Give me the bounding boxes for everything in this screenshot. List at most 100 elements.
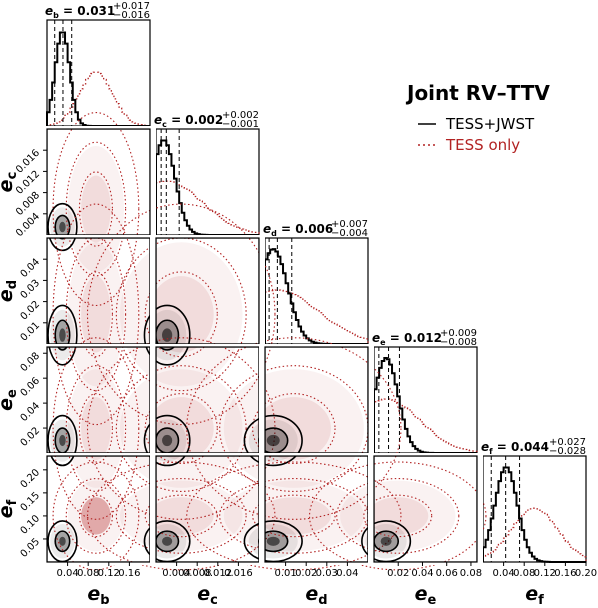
y-axis-label-c: ec bbox=[0, 172, 20, 193]
hist-joint-e bbox=[373, 357, 477, 454]
tess-contour-2 bbox=[65, 365, 127, 492]
ytick-label-e-3: 0.08 bbox=[19, 351, 43, 375]
x-axis-label-f: ef bbox=[525, 583, 544, 608]
hist-panel-e bbox=[373, 346, 478, 454]
tess-density-inner bbox=[256, 497, 331, 535]
tess-contour-3 bbox=[52, 461, 140, 571]
hist-joint-b bbox=[46, 31, 150, 127]
joint-density-core bbox=[266, 536, 280, 546]
tess-density-inner bbox=[367, 497, 429, 535]
hist-joint-c bbox=[155, 139, 259, 236]
tess-contour-3 bbox=[86, 461, 276, 571]
tess-contour-1 bbox=[78, 271, 113, 358]
hist-frame-c bbox=[155, 128, 260, 236]
summary-plus-c: +0.002 bbox=[222, 110, 259, 121]
summary-minus-c: −0.001 bbox=[222, 119, 259, 130]
gutter-left bbox=[150, 344, 156, 456]
gutter-left bbox=[259, 344, 265, 456]
ytick-label-d-0: 0.01 bbox=[19, 320, 43, 344]
joint-contour-2 bbox=[243, 414, 303, 467]
xtick-label-b-0: 0.04 bbox=[56, 568, 78, 579]
tess-contour-2 bbox=[65, 237, 127, 392]
hist-frame-f bbox=[482, 455, 587, 563]
gutter-top bbox=[41, 126, 156, 129]
hist-tess-d bbox=[264, 289, 369, 344]
ytick-label-c-3: 0.016 bbox=[14, 148, 42, 176]
tess-contour-2 bbox=[115, 365, 247, 492]
hist-tess-c bbox=[155, 180, 260, 235]
hist-joint-f bbox=[482, 466, 586, 563]
gutter-bottom bbox=[150, 562, 265, 565]
xtick-label-c-3: 0.016 bbox=[224, 568, 253, 579]
hist-tess-b bbox=[46, 71, 151, 127]
summary-c: ec = 0.002 bbox=[154, 113, 223, 129]
joint-contour-2 bbox=[47, 202, 78, 252]
gutter-mask bbox=[41, 126, 483, 565]
gutter-left bbox=[150, 235, 156, 347]
joint-density-core bbox=[162, 328, 173, 342]
xtick-label-b-3: 0.16 bbox=[118, 568, 140, 579]
tess-contour-2 bbox=[65, 478, 127, 554]
xtick-label-e-0: 0.02 bbox=[387, 568, 409, 579]
legend-title: Joint RV–TTV bbox=[405, 81, 550, 105]
tess-contour-1 bbox=[144, 494, 218, 538]
tess-contour-1 bbox=[363, 494, 433, 538]
gutter-top bbox=[41, 235, 156, 238]
tess-contour-2 bbox=[336, 478, 460, 554]
tess-density-outer bbox=[67, 369, 124, 488]
xtick-label-c-0: 0.004 bbox=[162, 568, 191, 579]
xtick-label-c-1: 0.008 bbox=[183, 568, 212, 579]
ytick-label-f-0: 0.05 bbox=[19, 536, 43, 560]
tess-contour-2 bbox=[115, 478, 247, 554]
x-axis-label-e: ee bbox=[415, 583, 437, 608]
joint-density-core bbox=[266, 434, 280, 447]
tess-contour-3 bbox=[86, 203, 276, 426]
ytick-label-f-2: 0.15 bbox=[19, 490, 43, 514]
tess-contour-1 bbox=[252, 494, 336, 538]
panel-e-f bbox=[308, 455, 487, 571]
legend: Joint RV–TTV TESS+JWST TESS only bbox=[405, 81, 550, 154]
ytick-label-f-3: 0.20 bbox=[19, 467, 43, 491]
summary-d: ed = 0.006 bbox=[263, 222, 333, 238]
panel-frame-top bbox=[373, 455, 478, 563]
hist-panel-d bbox=[264, 237, 369, 345]
summary-plus-b: +0.017 bbox=[113, 1, 150, 12]
xtick-label-d-3: 0.04 bbox=[336, 568, 358, 579]
xtick-label-d-1: 0.02 bbox=[295, 568, 317, 579]
ytick-label-d-3: 0.04 bbox=[19, 257, 43, 281]
xtick-label-f-4: 0.20 bbox=[575, 568, 597, 579]
gutter-bottom bbox=[259, 562, 374, 565]
xtick-label-b-1: 0.08 bbox=[77, 568, 99, 579]
tess-contour-3 bbox=[308, 461, 487, 571]
tess-density-inner bbox=[148, 497, 214, 535]
gutter-bottom bbox=[41, 562, 156, 565]
tess-contour-2 bbox=[65, 141, 127, 277]
gutter-bottom bbox=[368, 562, 483, 565]
gutter-left bbox=[41, 235, 47, 347]
gutter-left bbox=[41, 344, 47, 456]
y-axis-label-e: ee bbox=[0, 389, 20, 411]
panels-layer bbox=[41, 19, 587, 571]
xtick-label-e-1: 0.04 bbox=[411, 568, 433, 579]
joint-density-core bbox=[59, 221, 66, 233]
tess-density-inner bbox=[81, 175, 111, 243]
tess-density-outer bbox=[67, 242, 124, 387]
panel-b-e bbox=[46, 337, 151, 520]
tess-density-inner bbox=[81, 497, 111, 535]
gutter-right bbox=[368, 344, 374, 456]
joint-density-core bbox=[59, 434, 66, 447]
summary-b: eb = 0.031 bbox=[45, 4, 115, 20]
summary-minus-d: −0.004 bbox=[331, 228, 368, 239]
legend-label-joint: TESS+JWST bbox=[445, 115, 535, 133]
summary-plus-f: +0.027 bbox=[549, 437, 586, 448]
gutter-top bbox=[150, 453, 265, 456]
gutter-top bbox=[41, 344, 156, 347]
gutter-left bbox=[150, 453, 156, 565]
xtick-label-d-0: 0.01 bbox=[274, 568, 296, 579]
tess-contour-1 bbox=[252, 393, 336, 465]
gutter-top bbox=[150, 344, 265, 347]
joint-density-core bbox=[162, 434, 173, 447]
summary-e: ee = 0.012 bbox=[372, 331, 442, 347]
